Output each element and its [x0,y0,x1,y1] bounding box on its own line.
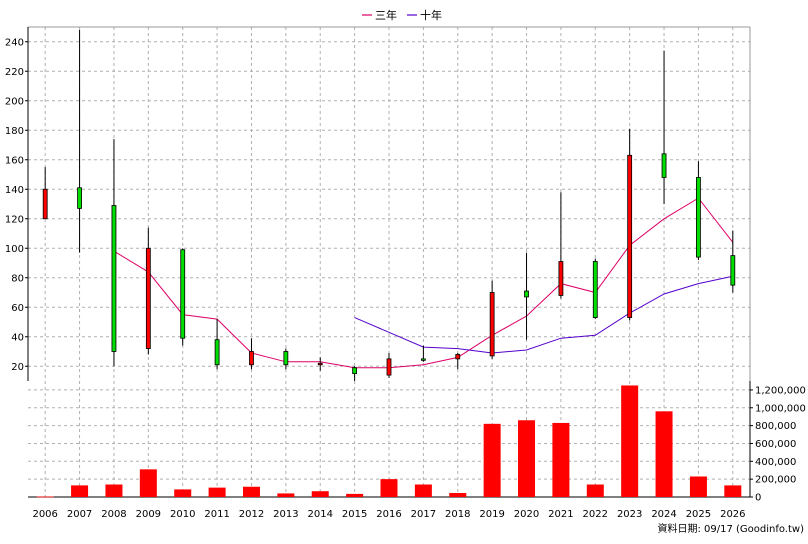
price-tick-label: 100 [5,244,24,255]
candle-body [627,154,633,318]
year-tick-label: 2021 [548,509,573,520]
volume-bar [346,493,364,497]
price-tick-label: 20 [11,362,24,373]
year-tick-label: 2012 [239,509,264,520]
volume-bar [552,422,570,497]
candle-body [730,255,736,286]
price-tick-label: 40 [11,332,24,343]
price-tick-label: 220 [5,67,24,78]
volume-bar [689,476,707,497]
candle-body [317,362,323,366]
candle-body [661,153,667,178]
price-tick-label: 240 [5,37,24,48]
source-date-text: 資料日期: 09/17 (Goodinfo.tw) [657,522,804,535]
year-tick-label: 2024 [651,509,676,520]
price-tick-label: 80 [11,273,24,284]
year-tick-label: 2007 [67,509,92,520]
year-tick-label: 2011 [204,509,229,520]
volume-bar [242,486,260,497]
volume-bar [655,411,673,497]
volume-tick-label: 200,000 [755,475,796,486]
volume-bar [586,484,604,497]
year-tick-label: 2022 [583,509,608,520]
volume-tick-label: 1,200,000 [755,385,806,396]
volume-tick-label: 400,000 [755,457,796,468]
volume-bar [71,485,89,497]
candle-body [455,354,461,360]
candle-body [42,188,48,220]
volume-bar [380,479,398,497]
candle-body [77,187,82,209]
volume-bar [724,485,742,497]
year-tick-label: 2010 [170,509,195,520]
volume-bar [449,492,467,497]
candle-body [214,339,220,366]
volume-bar [174,489,192,497]
volume-bar [139,469,157,497]
year-tick-label: 2023 [617,509,642,520]
volume-bar [621,385,639,497]
year-tick-label: 2008 [101,509,126,520]
year-tick-label: 2015 [342,509,367,520]
candle-body [592,261,598,318]
candle-body [283,351,289,366]
volume-tick-label: 0 [755,493,761,504]
candle-body [180,249,186,339]
volume-tick-label: 600,000 [755,439,796,450]
volume-bar [311,491,329,497]
candle-body [420,358,426,361]
year-tick-label: 2017 [411,509,436,520]
candle-body [696,177,701,258]
year-tick-label: 2018 [445,509,470,520]
candle-body [524,290,529,298]
price-tick-label: 120 [5,214,24,225]
volume-bar [518,420,536,497]
year-tick-label: 2025 [686,509,711,520]
legend-label-three-year: 三年 [375,8,397,22]
price-tick-label: 180 [5,126,24,137]
year-tick-label: 2006 [32,509,57,520]
year-tick-label: 2013 [273,509,298,520]
volume-tick-label: 800,000 [755,421,796,432]
candle-body [489,292,495,357]
volume-bar [277,493,295,497]
three-year-line [113,197,734,369]
year-tick-label: 2014 [308,509,333,520]
volume-bars [36,385,742,498]
price-tick-label: 60 [11,303,24,314]
candle-body [111,205,117,352]
legend: 三年 十年 [362,8,442,22]
candle-body [352,367,358,375]
grid-layer [28,27,750,498]
candle-body [145,247,151,349]
candle-body [249,351,254,366]
volume-tick-label: 1,000,000 [755,403,806,414]
legend-label-ten-year: 十年 [420,8,442,22]
candle-body [386,358,392,376]
price-tick-label: 160 [5,155,24,166]
price-tick-label: 200 [5,96,24,107]
volume-bar [483,423,501,497]
year-tick-label: 2009 [136,509,161,520]
year-tick-label: 2019 [479,509,504,520]
moving-average-lines [113,197,734,369]
price-tick-label: 140 [5,185,24,196]
year-tick-label: 2020 [514,509,539,520]
volume-bar [414,484,432,497]
year-tick-label: 2026 [720,509,745,520]
axis-labels: 20 40 60 80 100 120 140 160 180 200 220 240 0 200,000… [5,37,806,520]
candles [42,29,736,381]
volume-bar [105,484,123,497]
candle-body [558,261,564,296]
year-tick-label: 2016 [376,509,401,520]
volume-bar [208,487,226,497]
volume-bar [36,496,54,498]
ten-year-line [354,275,733,354]
